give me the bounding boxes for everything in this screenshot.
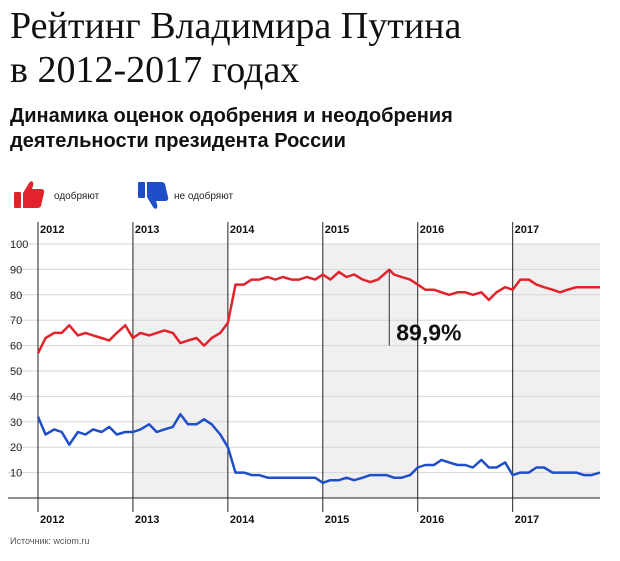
y-tick-30: 30 (10, 417, 22, 429)
series-line-approve (36, 268, 600, 354)
subtitle-line-2: деятельности президента России (10, 130, 346, 152)
title-line-1: Рейтинг Владимира Путина (10, 5, 462, 47)
y-tick-50: 50 (10, 366, 22, 378)
grid-lines (8, 222, 600, 512)
thumbs-down-icon (138, 182, 169, 209)
y-tick-100: 100 (10, 239, 28, 251)
y-tick-20: 20 (10, 442, 22, 454)
source-note: Источник: wciom.ru (10, 536, 90, 546)
series-line-disapprove (36, 412, 601, 485)
y-tick-40: 40 (10, 391, 22, 403)
y-tick-90: 90 (10, 264, 22, 276)
x-tick-top-2013: 2013 (135, 224, 159, 236)
x-tick-bottom-2013: 2013 (135, 514, 159, 526)
x-tick-top-2012: 2012 (40, 224, 64, 236)
x-tick-top-2017: 2017 (515, 224, 539, 236)
x-tick-bottom-2015: 2015 (325, 514, 349, 526)
subtitle-line-1: Динамика оценок одобрения и неодобрения (10, 105, 453, 127)
y-tick-70: 70 (10, 315, 22, 327)
x-tick-bottom-2014: 2014 (230, 514, 255, 526)
annotation: 89,9% (388, 271, 461, 346)
page-title: Рейтинг Владимира Путина в 2012-2017 год… (10, 4, 610, 92)
x-tick-labels-bottom: 2012 2013 2014 2015 2016 2017 (40, 514, 539, 526)
thumbs-up-icon (14, 181, 45, 208)
legend-label-approve: одобряют (54, 191, 100, 202)
x-tick-top-2014: 2014 (230, 224, 255, 236)
y-tick-10: 10 (10, 468, 22, 480)
y-tick-80: 80 (10, 290, 22, 302)
y-tick-labels: 10 20 30 40 50 60 70 80 90 100 (10, 239, 28, 480)
x-tick-bottom-2017: 2017 (515, 514, 539, 526)
legend-label-disapprove: не одобряют (174, 191, 234, 202)
x-tick-top-2016: 2016 (420, 224, 444, 236)
x-tick-bottom-2012: 2012 (40, 514, 64, 526)
x-tick-top-2015: 2015 (325, 224, 349, 236)
y-tick-60: 60 (10, 341, 22, 353)
annotation-label: 89,9% (396, 320, 461, 346)
title-line-2: в 2012-2017 годах (10, 49, 300, 91)
x-tick-bottom-2016: 2016 (420, 514, 444, 526)
series-lines (36, 268, 601, 485)
page-subtitle: Динамика оценок одобрения и неодобрения … (10, 104, 610, 154)
x-tick-labels-top: 2012 2013 2014 2015 2016 2017 (40, 224, 539, 236)
